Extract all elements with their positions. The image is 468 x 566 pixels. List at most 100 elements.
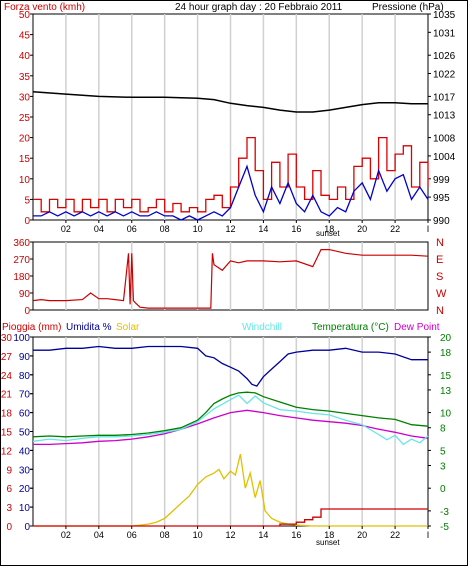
x-tick-label: 22 <box>390 530 400 540</box>
pressure-axis-label: 999 <box>433 175 450 186</box>
x-tick-label: 16 <box>291 224 301 234</box>
temperature-axis-label: 10 <box>440 409 452 420</box>
rain-axis-label: 21 <box>1 390 13 401</box>
pressure-axis-label: 995 <box>433 193 450 204</box>
wind-axis-label: 45 <box>19 31 31 42</box>
rain-label: Pioggia (mm) <box>2 322 61 333</box>
x-tick-label: 18 <box>324 530 334 540</box>
rain-axis-label: 27 <box>1 352 13 363</box>
x-tick-label: 20 <box>357 224 367 234</box>
wind-axis-label: 20 <box>19 134 31 145</box>
humidity-line <box>33 345 428 387</box>
x-tick-label: 16 <box>291 530 301 540</box>
humidity-axis-label: 40 <box>19 446 31 457</box>
x-tick-label: I <box>427 530 430 540</box>
pressure-line <box>32 91 428 113</box>
dewpoint-line <box>33 409 429 446</box>
wind-axis-label: 5 <box>24 195 30 206</box>
temperature-axis-label: 20 <box>440 333 452 344</box>
x-tick-label: 02 <box>61 224 71 234</box>
humidity-axis-label: 50 <box>19 428 31 439</box>
wind-direction-line <box>32 249 429 309</box>
x-tick-label: 18 <box>324 224 334 234</box>
humidity-axis-label: 30 <box>19 465 31 476</box>
wind-axis-label: 0 <box>24 216 30 227</box>
wind-axis-title: Forza vento (kmh) <box>4 2 85 13</box>
x-tick-label: I <box>427 224 430 234</box>
direction-axis-label: 0 <box>24 306 30 317</box>
humidity-axis-label: 90 <box>19 352 31 363</box>
temperature-axis-label: 15 <box>440 371 452 382</box>
temperature-axis-label: 18 <box>440 348 452 359</box>
pressure-axis-label: 1008 <box>433 134 456 145</box>
rain-axis-label: 15 <box>1 428 13 439</box>
wind-axis-label: 30 <box>19 92 31 103</box>
humidity-axis-label: 0 <box>24 522 30 533</box>
wind-pressure-panel: 0510152025303540455099099599910041008101… <box>19 10 456 234</box>
windchill-label: Windchill <box>242 322 282 333</box>
rain-axis-label: 30 <box>1 333 13 344</box>
rain-axis-label: 24 <box>1 371 13 382</box>
pressure-axis-label: 1013 <box>433 111 456 122</box>
x-tick-label: 08 <box>160 530 170 540</box>
wind-axis-label: 35 <box>19 72 31 83</box>
temperature-axis-label: 0 <box>440 484 446 495</box>
humidity-label: Umidita % <box>66 322 112 333</box>
temperature-humidity-panel: 0369121518212427300102030405060708090100… <box>1 333 452 540</box>
wind-speed-line <box>33 164 429 221</box>
x-tick-label: 10 <box>193 530 203 540</box>
wind-axis-label: 50 <box>19 10 31 21</box>
compass-label: N <box>436 237 444 249</box>
wind-axis-label: 15 <box>19 154 31 165</box>
temperature-label: Temperatura (°C) <box>312 322 389 333</box>
wind-axis-label: 40 <box>19 51 31 62</box>
pressure-axis-title: Pressione (hPa) <box>372 2 444 13</box>
humidity-axis-label: 60 <box>19 409 31 420</box>
x-tick-label: 20 <box>357 530 367 540</box>
rain-axis-label: 9 <box>6 465 12 476</box>
temperature-axis-label: 8 <box>440 424 446 435</box>
temperature-axis-label: 5 <box>440 446 446 457</box>
temperature-axis-label: 13 <box>440 386 452 397</box>
x-tick-label: 22 <box>390 224 400 234</box>
direction-axis-label: 360 <box>13 238 30 249</box>
x-tick-label: 14 <box>258 530 268 540</box>
gust-line <box>33 136 429 213</box>
pressure-axis-label: 1035 <box>433 10 456 21</box>
rain-line <box>33 508 428 527</box>
pressure-axis-label: 1004 <box>433 152 456 163</box>
x-tick-label: 12 <box>225 530 235 540</box>
x-tick-label: 04 <box>94 530 104 540</box>
wind-axis-label: 10 <box>19 175 31 186</box>
humidity-axis-label: 70 <box>19 390 31 401</box>
direction-axis-label: 180 <box>13 272 30 283</box>
pressure-axis-label: 1022 <box>433 70 456 81</box>
humidity-axis-label: 80 <box>19 371 31 382</box>
temperature-axis-label: -5 <box>440 522 449 533</box>
rain-axis-label: 18 <box>1 409 13 420</box>
humidity-axis-label: 20 <box>19 484 31 495</box>
wind-axis-label: 25 <box>19 113 31 124</box>
humidity-axis-label: 100 <box>13 333 30 344</box>
compass-label: S <box>436 271 443 283</box>
x-tick-label: 10 <box>193 224 203 234</box>
sunset-label-bottom: sunset <box>316 538 340 547</box>
x-tick-label: 06 <box>127 530 137 540</box>
pressure-axis-label: 1026 <box>433 51 456 62</box>
direction-axis-label: 90 <box>19 289 31 300</box>
compass-label: N <box>436 305 444 317</box>
rain-axis-label: 3 <box>6 503 12 514</box>
compass-label: W <box>436 288 447 300</box>
sunset-label-top: sunset <box>316 229 340 238</box>
solar-label: Solar <box>116 322 140 333</box>
temperature-axis-label: 3 <box>440 462 446 473</box>
rain-axis-label: 12 <box>1 446 13 457</box>
windchill-line <box>32 394 429 446</box>
x-tick-label: 14 <box>258 224 268 234</box>
x-tick-label: 02 <box>61 530 71 540</box>
pressure-axis-label: 1031 <box>433 28 456 39</box>
temperature-line <box>32 391 429 438</box>
humidity-axis-label: 10 <box>19 503 31 514</box>
